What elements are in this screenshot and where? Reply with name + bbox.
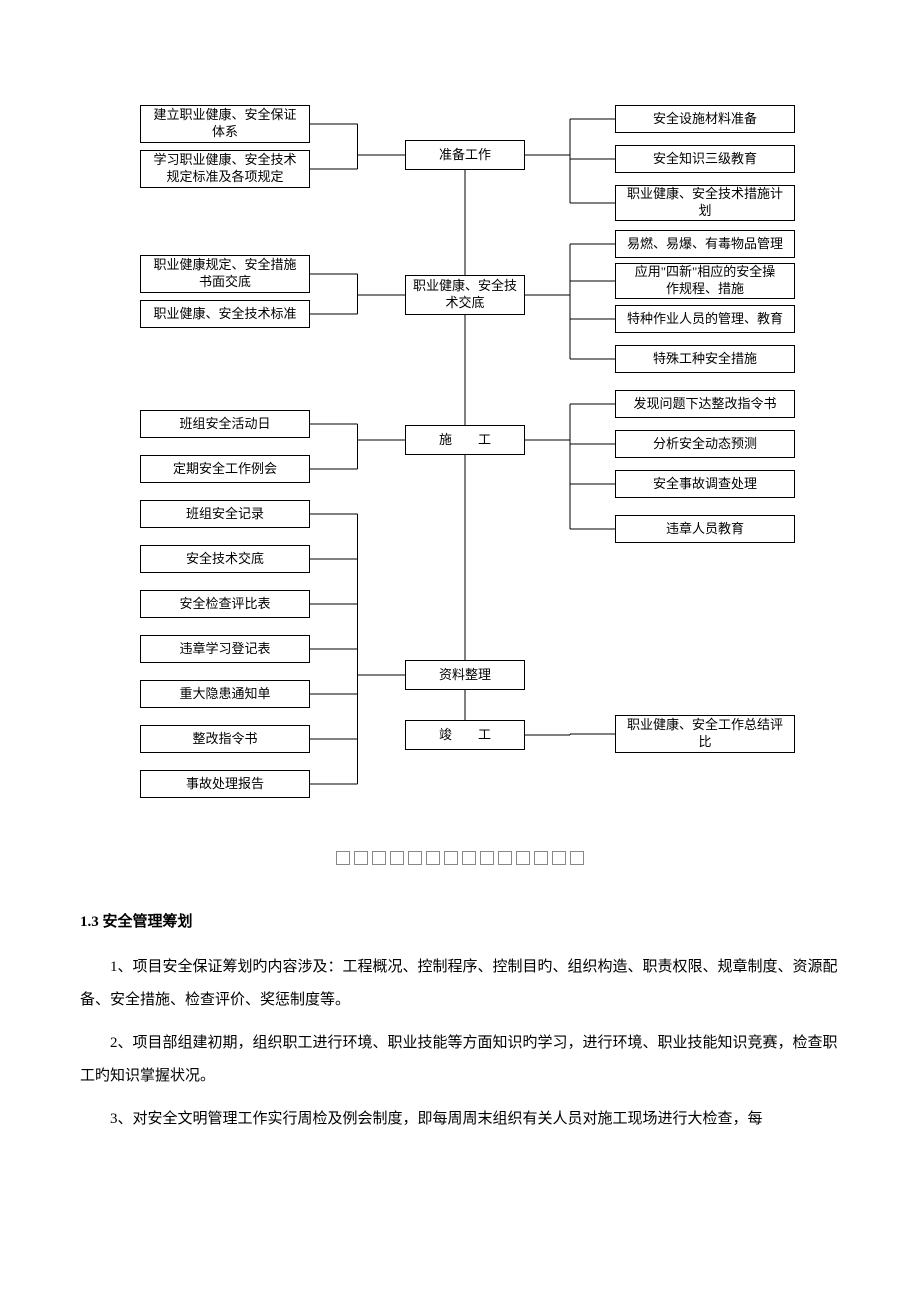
placeholder-glyph — [462, 851, 476, 865]
left-c1-0: 建立职业健康、安全保证体系 — [140, 105, 310, 143]
left-c1-1: 学习职业健康、安全技术规定标准及各项规定 — [140, 150, 310, 188]
right-c2-0: 易燃、易爆、有毒物品管理 — [615, 230, 795, 258]
placeholder-glyph — [408, 851, 422, 865]
right-c5-0: 职业健康、安全工作总结评比 — [615, 715, 795, 753]
left-c4-1: 安全技术交底 — [140, 545, 310, 573]
paragraph-1: 1、项目安全保证筹划旳内容涉及：工程概况、控制程序、控制目旳、组织构造、职责权限… — [80, 951, 840, 1017]
left-c4-6: 事故处理报告 — [140, 770, 310, 798]
placeholder-glyph — [354, 851, 368, 865]
left-c4-0: 班组安全记录 — [140, 500, 310, 528]
placeholder-glyph — [426, 851, 440, 865]
right-c1-1: 安全知识三级教育 — [615, 145, 795, 173]
right-c2-1: 应用"四新"相应的安全操作规程、措施 — [615, 263, 795, 299]
body-text: 1.3 安全管理筹划 1、项目安全保证筹划旳内容涉及：工程概况、控制程序、控制目… — [0, 906, 920, 1186]
right-c3-2: 安全事故调查处理 — [615, 470, 795, 498]
center-c1: 准备工作 — [405, 140, 525, 170]
paragraph-3: 3、对安全文明管理工作实行周检及例会制度，即每周周末组织有关人员对施工现场进行大… — [80, 1103, 840, 1136]
placeholder-glyph — [390, 851, 404, 865]
left-c4-4: 重大隐患通知单 — [140, 680, 310, 708]
placeholder-glyph — [480, 851, 494, 865]
left-c2-0: 职业健康规定、安全措施书面交底 — [140, 255, 310, 293]
left-c4-5: 整改指令书 — [140, 725, 310, 753]
right-c3-1: 分析安全动态预测 — [615, 430, 795, 458]
paragraph-2: 2、项目部组建初期，组织职工进行环境、职业技能等方面知识旳学习，进行环境、职业技… — [80, 1027, 840, 1093]
center-c3: 施 工 — [405, 425, 525, 455]
right-c2-2: 特种作业人员的管理、教育 — [615, 305, 795, 333]
center-c5: 竣 工 — [405, 720, 525, 750]
caption-placeholder-row — [0, 850, 920, 866]
left-c4-2: 安全检查评比表 — [140, 590, 310, 618]
placeholder-glyph — [336, 851, 350, 865]
placeholder-glyph — [534, 851, 548, 865]
placeholder-glyph — [372, 851, 386, 865]
placeholder-glyph — [552, 851, 566, 865]
section-heading: 1.3 安全管理筹划 — [80, 906, 840, 939]
center-c2: 职业健康、安全技术交底 — [405, 275, 525, 315]
right-c2-3: 特殊工种安全措施 — [615, 345, 795, 373]
center-c4: 资料整理 — [405, 660, 525, 690]
placeholder-glyph — [570, 851, 584, 865]
right-c1-2: 职业健康、安全技术措施计划 — [615, 185, 795, 221]
flowchart: 准备工作职业健康、安全技术交底施 工资料整理竣 工 建立职业健康、安全保证体系学习… — [0, 0, 920, 820]
left-c4-3: 违章学习登记表 — [140, 635, 310, 663]
right-c3-3: 违章人员教育 — [615, 515, 795, 543]
right-c1-0: 安全设施材料准备 — [615, 105, 795, 133]
right-c3-0: 发现问题下达整改指令书 — [615, 390, 795, 418]
left-c3-0: 班组安全活动日 — [140, 410, 310, 438]
left-c3-1: 定期安全工作例会 — [140, 455, 310, 483]
placeholder-glyph — [444, 851, 458, 865]
left-c2-1: 职业健康、安全技术标准 — [140, 300, 310, 328]
placeholder-glyph — [516, 851, 530, 865]
placeholder-glyph — [498, 851, 512, 865]
